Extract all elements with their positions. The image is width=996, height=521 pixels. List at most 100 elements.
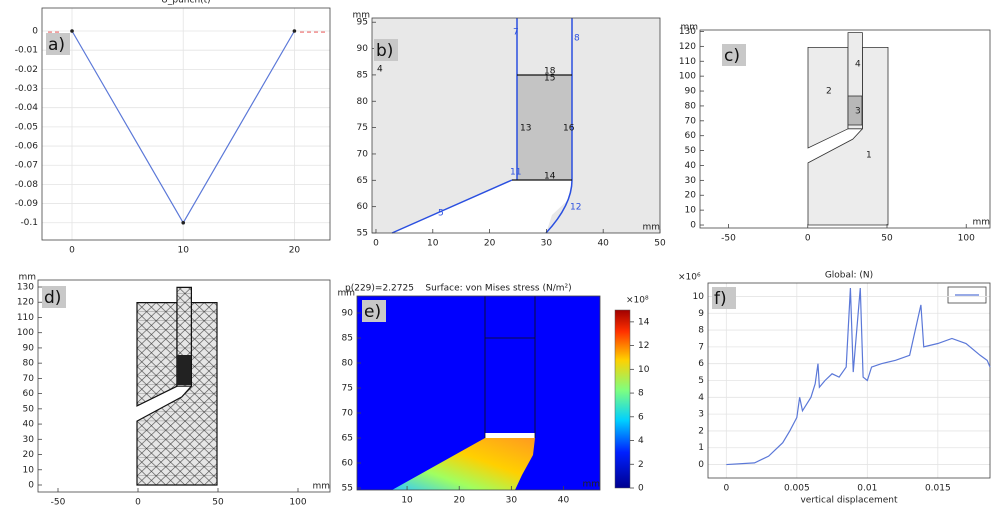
y-tick-label: 80 <box>342 359 354 369</box>
edge-label: 18 <box>544 67 556 77</box>
unit-label: mm <box>352 11 370 21</box>
panel-label: c) <box>724 46 740 66</box>
y-multiplier: ×10⁶ <box>678 273 701 283</box>
y-tick-label: 7 <box>698 342 704 352</box>
geometry-b <box>372 18 660 234</box>
y-tick-label: -0.04 <box>15 103 39 113</box>
y-tick-label: 0 <box>690 221 696 231</box>
y-tick-label: 30 <box>685 176 697 186</box>
y-tick-label: -0.06 <box>15 142 39 152</box>
panel-label-bg <box>46 33 70 55</box>
y-tick-label: 90 <box>23 343 35 353</box>
colorbar-tick-label: 6 <box>638 412 644 422</box>
y-tick-label: 90 <box>357 44 369 54</box>
y-tick-label: 110 <box>17 313 34 323</box>
y-tick-label: 120 <box>17 298 34 308</box>
y-tick-label: 100 <box>679 72 696 82</box>
edge-label: 11 <box>510 168 521 178</box>
domain-label: 2 <box>826 87 832 97</box>
x-tick-label: 50 <box>212 498 224 508</box>
y-tick-label: 90 <box>685 87 697 97</box>
x-tick-label: 100 <box>289 498 306 508</box>
x-tick-label: 0 <box>723 484 729 494</box>
x-tick-label: -50 <box>721 234 736 244</box>
plot-frame <box>41 7 331 241</box>
domain-label: 1 <box>866 151 872 161</box>
y-tick-label: -0.02 <box>15 65 38 75</box>
plot-frame <box>371 17 661 234</box>
y-tick-label: 60 <box>357 202 369 212</box>
y-tick-label: 40 <box>23 420 35 430</box>
x-axis-label: vertical displacement <box>800 496 898 506</box>
y-tick-label: 3 <box>698 410 704 420</box>
y-tick-label: 85 <box>357 70 368 80</box>
plot-frame <box>37 279 331 493</box>
chart-title: Surface: von Mises stress (N/m²) <box>425 284 571 294</box>
unit-label: mm <box>312 482 330 492</box>
colorbar-tick-label: 2 <box>638 460 644 470</box>
y-tick-label: 130 <box>679 27 696 37</box>
panel-label-bg <box>712 287 736 309</box>
y-tick-label: 50 <box>685 146 697 156</box>
colorbar-tick-label: 4 <box>638 436 644 446</box>
y-tick-label: 70 <box>342 409 354 419</box>
y-tick-label: 0 <box>698 460 704 470</box>
y-tick-label: 95 <box>357 18 368 28</box>
unit-label: mm <box>972 218 990 228</box>
legend <box>947 286 987 304</box>
y-tick-label: 20 <box>23 450 35 460</box>
unit-label: mm <box>642 223 660 233</box>
edge-label: 4 <box>377 65 383 75</box>
y-tick-label: 75 <box>357 123 368 133</box>
surface-e <box>357 296 631 490</box>
unit-label: mm <box>680 23 698 33</box>
point <box>292 29 297 33</box>
x-tick-label: 0 <box>69 246 75 256</box>
x-tick-label: 30 <box>541 239 553 249</box>
domain-label: 4 <box>855 60 861 70</box>
panel-label: e) <box>364 302 381 322</box>
edge-label: 7 <box>513 28 519 38</box>
point <box>70 29 74 33</box>
colorbar-tick-label: 8 <box>638 389 644 399</box>
x-tick-label: -50 <box>51 498 66 508</box>
y-tick-label: 20 <box>685 191 697 201</box>
parameter-label: p(229)=2.2725 <box>345 284 414 294</box>
y-tick-label: 80 <box>23 359 35 369</box>
y-tick-label: 30 <box>23 435 35 445</box>
panel-label: b) <box>376 41 393 61</box>
x-tick-label: 0.015 <box>925 484 951 494</box>
edge-label: 12 <box>570 203 581 213</box>
y-tick-label: 130 <box>17 283 34 293</box>
y-tick-label: 100 <box>17 328 34 338</box>
y-tick-label: 70 <box>685 116 697 126</box>
x-tick-label: 40 <box>558 496 570 506</box>
edge-label: 13 <box>520 124 531 134</box>
y-tick-label: 10 <box>23 465 35 475</box>
y-tick-label: 0 <box>32 27 38 37</box>
y-tick-label: 6 <box>698 359 704 369</box>
y-tick-label: -0.05 <box>15 122 38 132</box>
y-tick-label: 120 <box>679 42 696 52</box>
x-tick-label: 30 <box>506 496 518 506</box>
edge-label: 8 <box>574 34 580 44</box>
edge-label: 15 <box>544 74 555 84</box>
y-tick-label: 50 <box>23 404 35 414</box>
chart-title: Global: (N) <box>825 271 873 281</box>
y-tick-label: 70 <box>23 374 35 384</box>
line <box>726 287 991 466</box>
y-tick-label: 60 <box>342 459 354 469</box>
chart-title: U_punch(t) <box>161 0 210 6</box>
colorbar-tick-label: 0 <box>638 484 644 494</box>
y-tick-label: 85 <box>342 334 353 344</box>
y-tick-label: 40 <box>685 161 697 171</box>
panel-label: f) <box>714 289 727 309</box>
edge-label: 5 <box>438 209 444 219</box>
y-tick-label: 0 <box>28 480 34 490</box>
panel-label-bg <box>374 39 398 61</box>
point <box>181 220 186 225</box>
y-tick-label: 60 <box>685 131 697 141</box>
y-tick-label: -0.01 <box>15 46 38 56</box>
colorbar-tick-label: 12 <box>638 341 649 351</box>
